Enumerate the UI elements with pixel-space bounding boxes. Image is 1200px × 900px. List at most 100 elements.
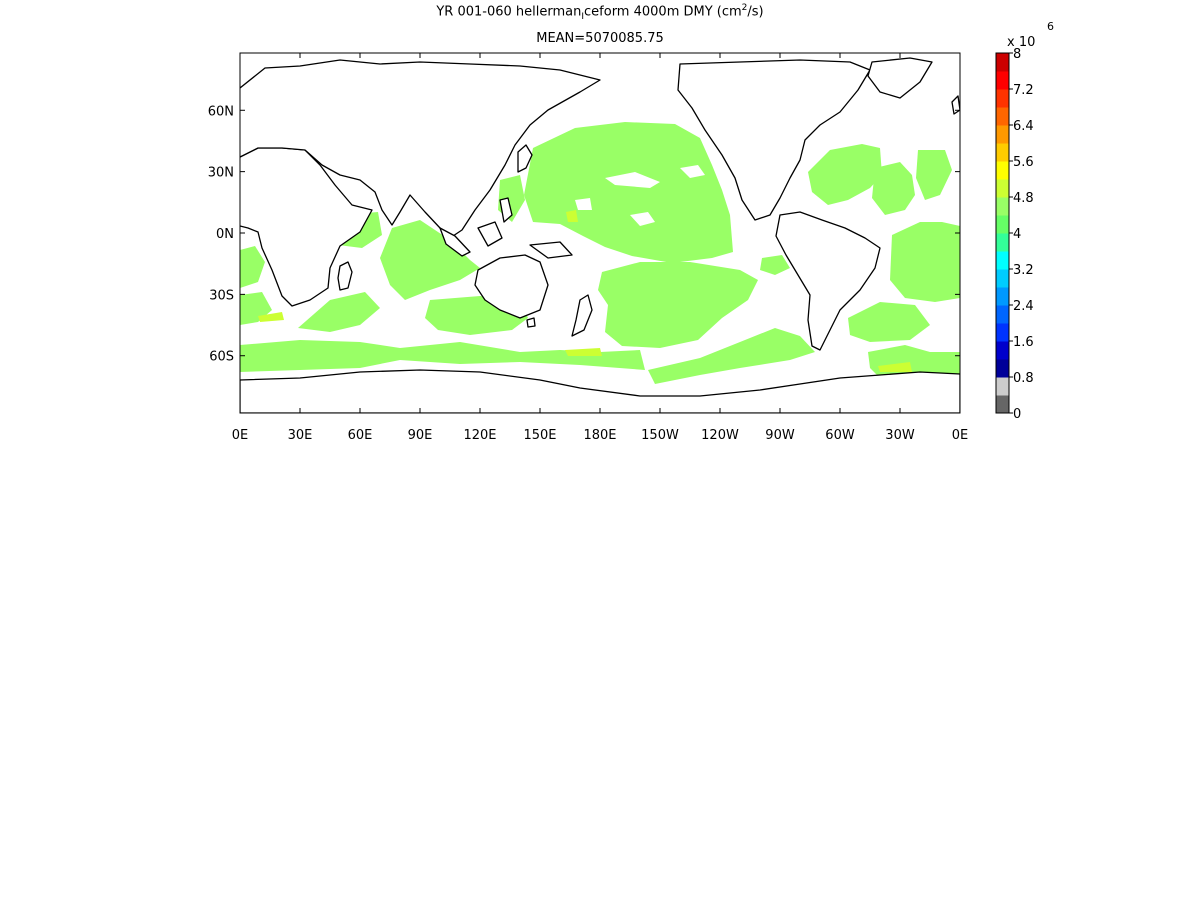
coast-british-isles	[951, 95, 960, 115]
colorbar-label: 2.4	[1013, 299, 1034, 314]
map-area	[240, 53, 960, 413]
colorbar-label: 6.4	[1013, 119, 1034, 134]
x-tick-label: 150W	[641, 428, 679, 443]
x-tick-label: 0E	[952, 428, 969, 443]
coast-greenland	[867, 57, 933, 99]
x-tick-label: 60W	[825, 428, 855, 443]
hole-pacific-2	[680, 165, 705, 178]
x-tick-label: 120W	[701, 428, 739, 443]
colorbar-segment	[996, 125, 1009, 144]
field-se-pacific-south	[648, 328, 815, 384]
x-tick-label: 180E	[583, 428, 616, 443]
field-southern-ocean	[240, 340, 645, 372]
colorbar-segment	[996, 215, 1009, 234]
highlight-weddell	[878, 362, 912, 372]
colorbar-segment	[996, 161, 1009, 180]
colorbar-label: 4	[1013, 227, 1021, 242]
highlight-layer	[258, 210, 912, 372]
title-prefix: YR 001-060 hellerman	[436, 4, 582, 20]
x-axis: 0E 30E 60E 90E 120E 150E 180E 150W 120W 90W 60W 30W…	[232, 53, 969, 443]
title-subscript: I	[581, 11, 585, 22]
colorbar-label: 0	[1013, 407, 1021, 422]
coast-south-america	[775, 211, 881, 351]
colorbar-label: 1.6	[1013, 335, 1034, 350]
colorbar-segment	[996, 377, 1009, 396]
x-tick-label: 0E	[232, 428, 249, 443]
colorbar-multiplier: x 10	[1007, 35, 1035, 50]
colorbar-segment	[996, 197, 1009, 216]
colorbar-label: 3.2	[1013, 263, 1034, 278]
x-tick-label: 60E	[348, 428, 373, 443]
colorbar-segment	[996, 89, 1009, 108]
field-brazil-basin	[760, 255, 790, 275]
colorbar-segment	[996, 233, 1009, 252]
field-east-atlantic	[890, 222, 960, 302]
y-tick-label: 60S	[209, 350, 234, 365]
y-tick-label: 30S	[209, 288, 234, 303]
field-north-pacific	[524, 122, 733, 263]
colorbar-label: 7.2	[1013, 83, 1034, 98]
colorbar-segment	[996, 341, 1009, 360]
coast-tasmania	[526, 317, 536, 328]
colorbar-multiplier-exponent: 6	[1047, 20, 1054, 33]
y-tick-label: 0N	[216, 227, 234, 242]
colorbar-segment	[996, 305, 1009, 324]
colorbar-label: 4.8	[1013, 191, 1034, 206]
hole-pacific-3	[630, 212, 655, 226]
title-unit-end: /s)	[747, 4, 764, 20]
y-axis: 60N 30N 0N 30S 60S	[208, 104, 960, 365]
colorbar-segment	[996, 269, 1009, 288]
coast-philippines	[499, 197, 513, 223]
coast-new-zealand	[571, 294, 593, 337]
x-tick-label: 90E	[408, 428, 433, 443]
colorbar-segment	[996, 359, 1009, 378]
x-tick-label: 30W	[885, 428, 915, 443]
field-north-atlantic	[808, 144, 882, 205]
coastline-layer	[240, 57, 960, 413]
colorbar-labels: 8 7.2 6.4 5.6 4.8 4 3.2 2.4 1.6 0.8 0	[1009, 47, 1034, 422]
field-south-pacific	[598, 262, 758, 348]
y-tick-label: 30N	[208, 166, 234, 181]
colorbar-label: 5.6	[1013, 155, 1034, 170]
title-unit-exponent: 2	[741, 3, 748, 13]
colorbar-segment	[996, 251, 1009, 270]
coast-new-guinea	[529, 241, 573, 259]
coast-borneo	[477, 221, 503, 247]
highlight-pacific-west	[566, 210, 578, 222]
colorbar-segment	[996, 53, 1009, 72]
y-tick-label: 60N	[208, 104, 234, 119]
x-tick-label: 30E	[288, 428, 313, 443]
highlight-south-africa	[258, 312, 284, 322]
colorbar-segment	[996, 71, 1009, 90]
highlight-tasman	[565, 348, 602, 356]
x-tick-label: 90W	[765, 428, 795, 443]
field-indian-ocean	[380, 220, 480, 300]
hole-pacific-1	[605, 172, 660, 188]
coast-australia	[474, 254, 549, 319]
coast-north-america	[677, 59, 871, 221]
field-canary-basin	[916, 150, 952, 200]
coast-japan	[517, 144, 533, 173]
field-west-edge	[240, 246, 265, 288]
colorbar-segment	[996, 179, 1009, 198]
colorbar-segment	[996, 107, 1009, 126]
x-tick-label: 120E	[463, 428, 496, 443]
colorbar-segment	[996, 395, 1009, 414]
title-suffix: ceform 4000m DMY (cm	[584, 4, 742, 20]
colorbar-segment	[996, 287, 1009, 306]
colorbar-segment	[996, 143, 1009, 162]
ocean-holes-layer	[575, 165, 705, 226]
colorbar-label: 8	[1013, 47, 1021, 62]
field-argentine-basin	[848, 302, 930, 342]
colorbar-label: 0.8	[1013, 371, 1034, 386]
coast-sumatra	[439, 227, 471, 257]
field-madagascar-basin	[298, 292, 380, 332]
coast-antarctica	[240, 369, 960, 413]
field-northeast-atlantic	[872, 162, 915, 215]
colorbar-segment	[996, 323, 1009, 342]
x-tick-label: 150E	[523, 428, 556, 443]
coast-eurasia	[240, 59, 601, 239]
colorbar	[995, 52, 1010, 414]
hole-pacific-4	[575, 198, 592, 210]
